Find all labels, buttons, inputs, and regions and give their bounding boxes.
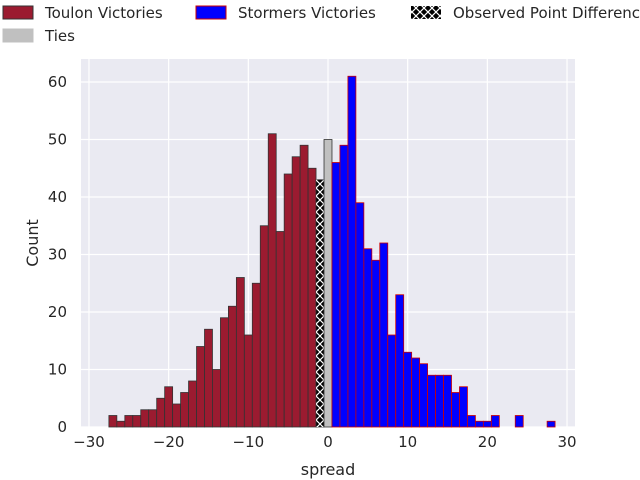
bar-toulon <box>108 415 118 428</box>
bar-toulon <box>235 277 245 428</box>
bar-stormers <box>546 420 556 428</box>
legend-swatch-ties <box>2 28 34 43</box>
bar-stormers <box>451 392 460 428</box>
legend-entry-ties: Ties <box>2 27 75 45</box>
bar-stormers <box>482 420 492 428</box>
x-tick-label: 10 <box>398 433 417 451</box>
bar-toulon <box>259 225 269 428</box>
x-tick-label: 30 <box>557 433 576 451</box>
bar-stormers <box>435 374 444 428</box>
legend-swatch-toulon <box>2 5 34 20</box>
bar-toulon <box>180 392 189 428</box>
bar-toulon <box>251 282 261 428</box>
bar-toulon <box>116 420 126 428</box>
y-tick-label: 40 <box>48 188 67 206</box>
bar-stormers <box>331 162 341 428</box>
bar-toulon <box>299 144 309 428</box>
y-tick-label: 30 <box>48 246 67 264</box>
bar-stormers <box>355 202 365 428</box>
bar-toulon <box>124 415 134 428</box>
bar-toulon <box>204 328 213 428</box>
x-tick-label: −30 <box>73 433 105 451</box>
legend-entry-stormers: Stormers Victories <box>195 4 376 22</box>
bar-toulon <box>243 334 253 428</box>
x-axis-ticks: −30 −20 −10 0 10 20 30 <box>73 433 576 451</box>
bar-stormers <box>419 363 428 428</box>
bar-stormers <box>387 334 397 428</box>
y-tick-label: 60 <box>48 73 67 91</box>
y-axis-ticks: 0 10 20 30 40 50 60 <box>48 73 67 436</box>
bar-toulon <box>148 409 158 428</box>
y-tick-label: 20 <box>48 303 67 321</box>
y-axis-label: Count <box>23 219 42 267</box>
legend-entry-toulon: Toulon Victories <box>2 4 163 22</box>
bar-stormers <box>467 415 476 428</box>
bar-toulon <box>188 380 197 428</box>
bar-toulon <box>164 386 174 428</box>
legend: Toulon Victories Stormers Victories Obse… <box>2 4 640 45</box>
bar-stormers <box>514 415 524 428</box>
bar-toulon <box>212 369 221 428</box>
observed-point-hatch <box>316 179 325 427</box>
bar-stormers <box>395 294 405 428</box>
legend-swatch-observed-hatch <box>411 6 441 19</box>
bar-stormers <box>411 357 421 428</box>
x-tick-label: 20 <box>478 433 497 451</box>
bar-stormers <box>443 374 452 428</box>
x-tick-label: 0 <box>323 433 333 451</box>
bar-toulon <box>307 167 317 428</box>
bar-toulon <box>220 317 229 428</box>
bar-toulon <box>156 397 166 428</box>
bar-ties <box>323 139 333 428</box>
bar-stormers <box>475 420 484 428</box>
legend-swatch-stormers <box>195 5 227 20</box>
bar-toulon <box>291 156 301 428</box>
legend-label-stormers: Stormers Victories <box>238 4 376 22</box>
bar-stormers <box>427 374 436 428</box>
bars <box>108 75 556 428</box>
x-tick-label: −20 <box>153 433 185 451</box>
bar-stormers <box>371 259 381 428</box>
legend-label-observed: Observed Point Difference <box>453 4 640 22</box>
bar-stormers <box>459 386 468 428</box>
legend-label-toulon: Toulon Victories <box>44 4 163 22</box>
bar-toulon <box>196 346 205 428</box>
bar-toulon <box>267 133 277 428</box>
x-tick-label: −10 <box>232 433 264 451</box>
bar-stormers <box>363 248 373 428</box>
legend-label-ties: Ties <box>44 27 75 45</box>
bar-stormers <box>490 415 500 428</box>
bar-stormers <box>339 144 349 428</box>
bar-stormers <box>347 75 357 428</box>
bar-toulon <box>275 231 285 428</box>
bar-toulon <box>228 305 237 428</box>
legend-entry-observed: Observed Point Difference <box>411 4 640 22</box>
bar-stormers <box>403 351 413 428</box>
bar-toulon <box>172 403 181 428</box>
bar-toulon <box>140 409 150 428</box>
bar-toulon <box>132 415 142 428</box>
bar-stormers <box>379 242 389 428</box>
y-tick-label: 10 <box>48 361 67 379</box>
bar-toulon <box>283 173 293 428</box>
y-tick-label: 50 <box>48 131 67 149</box>
y-tick-label: 0 <box>57 418 67 436</box>
x-axis-label: spread <box>301 460 356 479</box>
